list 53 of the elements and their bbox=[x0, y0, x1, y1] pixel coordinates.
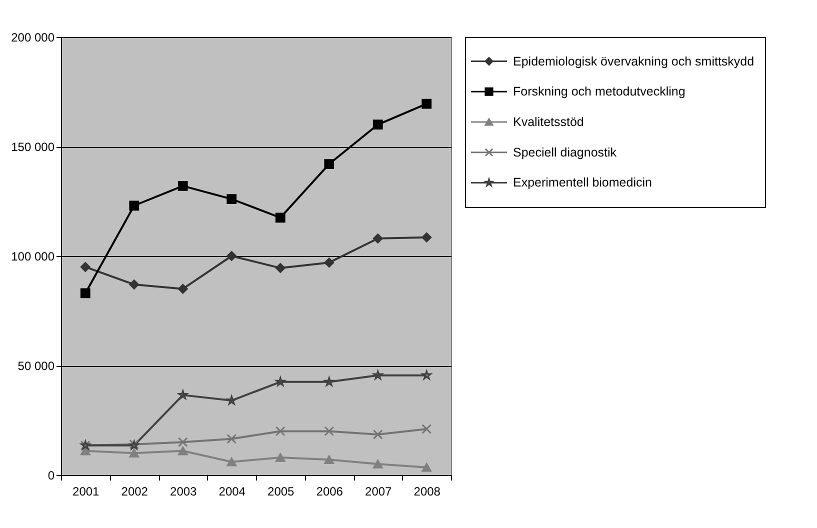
point bbox=[129, 200, 140, 211]
point bbox=[372, 120, 383, 130]
point bbox=[324, 426, 334, 436]
point bbox=[324, 376, 334, 386]
point bbox=[226, 251, 237, 261]
point bbox=[422, 424, 432, 434]
legend-label: Kvalitetsstöd bbox=[513, 115, 584, 129]
point bbox=[80, 262, 90, 272]
x-tick-label: 2004 bbox=[218, 484, 246, 498]
point bbox=[372, 460, 383, 468]
point bbox=[275, 212, 286, 223]
point bbox=[372, 234, 383, 244]
point bbox=[373, 370, 383, 380]
point bbox=[178, 446, 188, 456]
y-tick-label: 0 bbox=[48, 468, 55, 482]
point bbox=[178, 180, 188, 191]
x-tick-label: 2003 bbox=[170, 484, 198, 498]
point bbox=[178, 390, 188, 400]
legend-label: Speciell diagnostik bbox=[513, 145, 618, 160]
point bbox=[178, 437, 188, 448]
legend-label: Forskning och metodutveckling bbox=[513, 84, 686, 99]
point bbox=[275, 426, 286, 436]
point bbox=[226, 457, 237, 466]
x-tick-label: 2001 bbox=[72, 484, 100, 498]
x-tick-label: 2005 bbox=[268, 484, 295, 498]
y-tick-label: 200 000 bbox=[11, 30, 55, 44]
point bbox=[275, 263, 286, 273]
point bbox=[129, 280, 140, 290]
x-tick-label: 2008 bbox=[414, 484, 441, 498]
point bbox=[275, 453, 286, 462]
legend-label: Experimentell biomedicin bbox=[513, 176, 652, 190]
point bbox=[226, 396, 236, 405]
y-tick-label: 150 000 bbox=[11, 140, 55, 154]
point bbox=[324, 258, 334, 268]
x-tick-label: 2006 bbox=[316, 484, 344, 498]
point bbox=[276, 376, 286, 386]
point bbox=[422, 462, 432, 472]
legend-label: Epidemiologisk övervakning och smittskydd bbox=[513, 54, 754, 68]
point bbox=[324, 159, 334, 169]
point bbox=[226, 194, 237, 204]
point bbox=[80, 288, 90, 298]
point bbox=[178, 284, 188, 294]
point bbox=[129, 448, 140, 458]
y-tick-label: 50 000 bbox=[18, 359, 55, 373]
point bbox=[226, 434, 237, 444]
y-tick-label: 100 000 bbox=[11, 250, 55, 264]
point bbox=[372, 430, 383, 440]
point bbox=[422, 370, 432, 380]
point bbox=[422, 232, 432, 242]
x-tick-label: 2007 bbox=[365, 484, 392, 498]
point bbox=[422, 98, 432, 109]
x-tick-label: 2002 bbox=[121, 484, 148, 498]
point bbox=[324, 455, 334, 464]
